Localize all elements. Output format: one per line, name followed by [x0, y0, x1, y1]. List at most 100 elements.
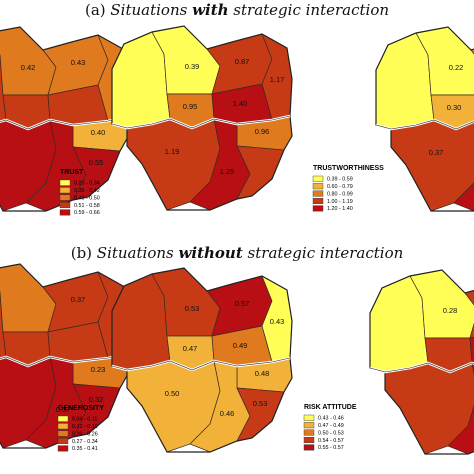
- legend-title: TRUST: [60, 169, 84, 176]
- region-map6-c: [469, 336, 474, 364]
- legend-swatch: [57, 438, 69, 445]
- region-value-label: 0.39: [185, 62, 200, 71]
- panel-a-post: strategic interaction: [228, 1, 390, 19]
- panel-b-pre: Situations: [96, 244, 179, 262]
- map-outline: [111, 267, 293, 453]
- region-value-label: 0.48: [255, 369, 270, 378]
- legend-swatch: [312, 190, 324, 197]
- legend-class-label: 0.55 - 0.57: [318, 445, 344, 451]
- region-value-label: 0.53: [253, 399, 268, 408]
- region-value-label: 0.50: [165, 389, 180, 398]
- legend-title: RISK ATTITUDE: [304, 404, 357, 411]
- legend-swatch: [59, 202, 71, 209]
- region-value-label: 0.28: [443, 306, 458, 315]
- region-value-label: 0.49: [233, 341, 248, 350]
- region-map6-n: [464, 290, 474, 339]
- zone-boundary-edge: [0, 116, 127, 130]
- legend-swatch: [303, 429, 315, 436]
- legend-class-label: 0.35 - 0.41: [72, 446, 98, 452]
- legend-generosity: GENEROSITY 0.04 - 0.110.12 - 0.190.20 - 0…: [57, 405, 104, 452]
- legend-title: GENEROSITY: [58, 405, 104, 412]
- region-value-label: 0.23: [91, 365, 106, 374]
- region-value-label: 1.40: [233, 99, 248, 108]
- region-trust-nw: [0, 26, 57, 96]
- region-value-label: 0.43: [270, 317, 285, 326]
- legend-swatch: [303, 444, 315, 451]
- legend-swatch: [312, 175, 324, 182]
- zone-boundary-edge: [0, 353, 127, 367]
- legend-swatch: [59, 187, 71, 194]
- region-value-label: 0.42: [21, 63, 36, 72]
- legend-class-label: 0.43 - 0.46: [318, 416, 344, 422]
- legend-class-label: 0.54 - 0.57: [318, 438, 344, 444]
- panel-b-emph: without: [178, 244, 243, 262]
- legend-swatch: [59, 209, 71, 216]
- panel-b-prefix: (b): [70, 244, 97, 262]
- region-value-label: 0.37: [56, 405, 71, 414]
- legend-class-label: 0.51 - 0.58: [74, 203, 100, 209]
- region-value-label: 1.25: [220, 167, 235, 176]
- legend-title: TRUSTWORTHINESS: [313, 165, 384, 172]
- zone-boundary-edge: [375, 119, 474, 130]
- region-value-label: 0.87: [235, 57, 250, 66]
- map-map6: 0.28: [369, 269, 474, 455]
- legend-swatch: [57, 423, 69, 430]
- legend-swatch: [57, 430, 69, 437]
- map-trust: 0.42 0.43 0.40 0.55: [0, 26, 129, 212]
- legend-class-label: 1.20 - 1.40: [327, 206, 353, 212]
- panel-b-title: (b) Situations without strategic interac…: [0, 244, 474, 262]
- map-outline: [111, 25, 293, 211]
- map-outline: [369, 269, 474, 455]
- region-value-label: 0.30: [447, 103, 462, 112]
- legend-swatch: [303, 414, 315, 421]
- panel-a-emph: with: [192, 1, 229, 19]
- region-value-label: 0.95: [183, 102, 198, 111]
- map-outline: [375, 26, 474, 212]
- region-value-label: 0.57: [235, 299, 250, 308]
- region-value-label: 0.22: [449, 63, 464, 72]
- legend-class-label: 0.35 - 0.42: [74, 188, 100, 194]
- zone-boundary-edge: [111, 115, 291, 129]
- map-outline: [0, 26, 129, 212]
- region-value-label: 0.96: [255, 127, 270, 136]
- legend-swatch: [312, 198, 324, 205]
- legend-swatch: [59, 179, 71, 186]
- legend-class-label: 0.60 - 0.79: [327, 184, 353, 190]
- legend-swatch: [303, 437, 315, 444]
- legend-swatch: [57, 415, 69, 422]
- legend-class-label: 0.04 - 0.11: [72, 417, 97, 423]
- legend-trust: TRUST 0.20 - 0.340.35 - 0.420.43 - 0.50 0.…: [59, 169, 100, 216]
- region-value-label: 1.19: [165, 147, 180, 156]
- legend-trustworthiness: TRUSTWORTHINESS 0.39 - 0.590.60 - 0.790.8…: [312, 165, 384, 212]
- region-value-label: 1.17: [270, 75, 285, 84]
- region-value-label: 0.46: [220, 409, 235, 418]
- region-value-label: 0.37: [71, 295, 86, 304]
- region-value-label: 0.55: [89, 158, 104, 167]
- legend-class-label: 0.59 - 0.66: [74, 210, 100, 216]
- legend-class-label: 0.27 - 0.34: [72, 439, 98, 445]
- region-value-label: 0.47: [183, 344, 198, 353]
- region-value-label: 0.32: [89, 395, 104, 404]
- legend-class-label: 0.12 - 0.19: [72, 424, 98, 430]
- region-generosity-nw: [0, 263, 57, 333]
- panel-a-prefix: (a): [84, 1, 111, 19]
- legend-class-label: 0.20 - 0.26: [72, 431, 98, 437]
- zone-boundary-edge: [111, 357, 291, 371]
- legend-class-label: 0.47 - 0.49: [318, 423, 344, 429]
- map-outline: [0, 263, 129, 449]
- panel-a-pre: Situations: [110, 1, 193, 19]
- legend-class-label: 0.39 - 0.59: [327, 177, 353, 183]
- legend-swatch: [312, 183, 324, 190]
- region-value-label: 0.40: [91, 128, 106, 137]
- map-trustworthiness: 0.39 0.87 1.17 0.95 1.40 0.96 1.19 1.25: [111, 25, 293, 211]
- map-risk_attitude: 0.53 0.57 0.43 0.47 0.49 0.48 0.50 0.46 0.53: [111, 267, 293, 453]
- legend-class-label: 0.20 - 0.34: [74, 181, 100, 187]
- map-map3: 0.22 0.30 0.37: [375, 26, 474, 212]
- zone-boundary-edge: [369, 362, 474, 373]
- legend-class-label: 0.50 - 0.53: [318, 430, 344, 436]
- legend-swatch: [312, 205, 324, 212]
- region-map6-s: [447, 362, 474, 455]
- legend-class-label: 1.00 - 1.19: [327, 199, 353, 205]
- region-map3-s: [453, 181, 474, 212]
- legend-class-label: 0.80 - 0.99: [327, 191, 353, 197]
